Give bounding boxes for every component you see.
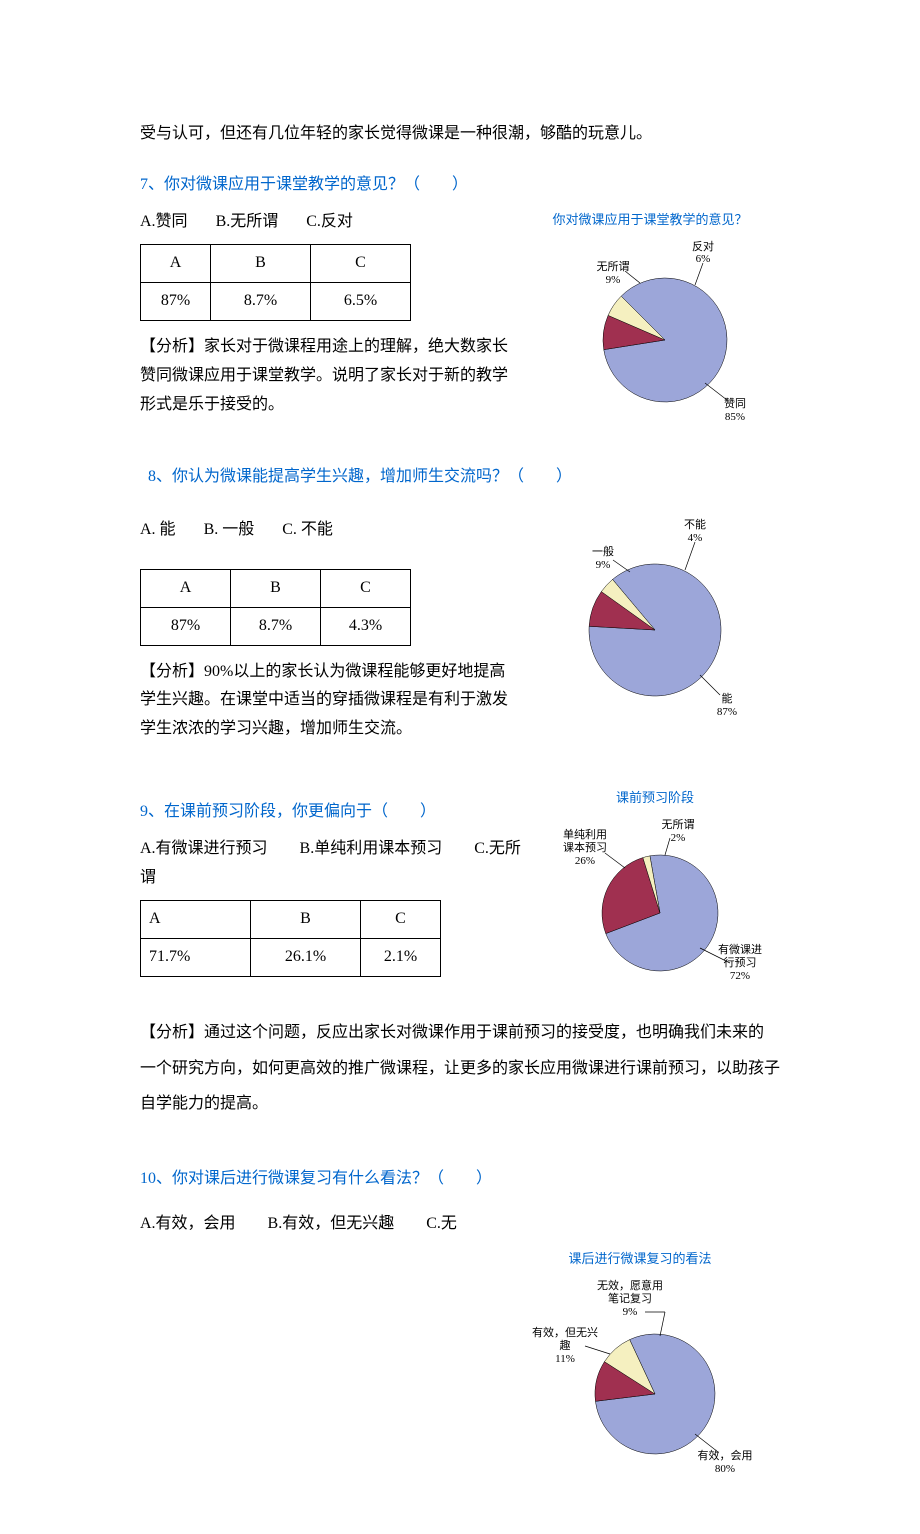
q7-opt-a: A.赞同 (140, 213, 188, 230)
q10-pie-chart: 有效，会用80% 有效，但无兴趣11% 无效，愿意用笔记复习9% (500, 1274, 780, 1474)
svg-text:无所谓: 无所谓 (662, 818, 695, 831)
svg-text:课本预习: 课本预习 (563, 840, 607, 854)
svg-text:26%: 26% (575, 855, 595, 867)
svg-text:80%: 80% (715, 1463, 735, 1474)
q10-chart: 课后进行微课复习的看法 有效，会用80% 有效，但无兴趣11% 无效，愿意用笔记复习… (500, 1247, 780, 1474)
svg-text:有效，但无兴: 有效，但无兴 (532, 1325, 598, 1339)
svg-text:趣: 趣 (560, 1338, 571, 1352)
q7-left: A.赞同 B.无所谓 C.反对 A B C 87% 8.7% 6.5% 【分析】… (140, 208, 520, 432)
svg-text:6%: 6% (696, 253, 711, 265)
svg-text:无所谓: 无所谓 (597, 260, 630, 273)
q8-left: A. 能 B. 一般 C. 不能 A B C 87% 8.7% 4.3% 【分析… (140, 500, 520, 756)
q8-opt-a: A. 能 (140, 521, 176, 538)
question-7: 7、你对微课应用于课堂教学的意见？（ ） A.赞同 B.无所谓 C.反对 A B… (140, 159, 780, 432)
q9-analysis: 【分析】通过这个问题，反应出家长对微课作用于课前预习的接受度，也明确我们未来的一… (140, 1015, 780, 1121)
q7-th-a: A (141, 245, 211, 283)
analysis-label: 【分析】 (140, 663, 204, 680)
svg-text:反对: 反对 (692, 239, 714, 253)
svg-text:9%: 9% (623, 1306, 638, 1318)
q8-opt-c: C. 不能 (282, 521, 333, 538)
table-row: A B C (141, 569, 411, 607)
q8-opt-b: B. 一般 (204, 521, 255, 538)
q7-pie-chart: 反对6% 无所谓9% 赞同85% (535, 235, 765, 425)
svg-text:不能: 不能 (684, 517, 706, 531)
q8-analysis: 【分析】90%以上的家长认为微课程能够更好地提高学生兴趣。在课堂中适当的穿插微课… (140, 658, 520, 744)
q7-val-b: 8.7% (211, 283, 311, 321)
q9-th-b: B (251, 901, 361, 939)
q8-val-a: 87% (141, 607, 231, 645)
q9-options: A.有微课进行预习 B.单纯利用课本预习 C.无所谓 (140, 835, 530, 893)
svg-text:9%: 9% (596, 559, 611, 571)
q7-table: A B C 87% 8.7% 6.5% (140, 244, 411, 321)
svg-text:单纯利用: 单纯利用 (563, 828, 607, 841)
q10-heading: 10、你对课后进行微课复习有什么看法？（ ） (140, 1165, 540, 1194)
q7-options: A.赞同 B.无所谓 C.反对 (140, 208, 520, 237)
q7-opt-b: B.无所谓 (216, 213, 279, 230)
analysis-label: 【分析】 (140, 1024, 204, 1041)
q8-th-a: A (141, 569, 231, 607)
q8-pie-chart: 不能4% 一般9% 能87% (545, 500, 755, 730)
svg-text:85%: 85% (725, 411, 745, 423)
q9-pie-chart: 有微课进行预习72% 单纯利用课本预习26% 无所谓2% (530, 813, 780, 1003)
svg-text:笔记复习: 笔记复习 (608, 1291, 652, 1305)
question-10: 10、你对课后进行微课复习有什么看法？（ ） A.有效，会用 B.有效，但无兴趣… (140, 1153, 780, 1474)
table-row: A B C (141, 245, 411, 283)
svg-text:无效，愿意用: 无效，愿意用 (597, 1278, 663, 1292)
q8-th-c: C (321, 569, 411, 607)
q8-chart: 不能4% 一般9% 能87% (520, 500, 780, 730)
svg-text:有微课进: 有微课进 (718, 942, 762, 956)
q7-chart-title: 你对微课应用于课堂教学的意见？ (520, 208, 780, 231)
q9-heading: 9、在课前预习阶段，你更偏向于（ ） (140, 798, 530, 827)
q8-val-b: 8.7% (231, 607, 321, 645)
q8-options: A. 能 B. 一般 C. 不能 (140, 516, 520, 545)
table-row: 71.7% 26.1% 2.1% (141, 939, 441, 977)
q10-chart-title: 课后进行微课复习的看法 (500, 1247, 780, 1270)
svg-text:赞同: 赞同 (724, 397, 746, 410)
q7-analysis: 【分析】家长对于微课程用途上的理解，绝大数家长赞同微课应用于课堂教学。说明了家长… (140, 333, 520, 419)
question-9: 9、在课前预习阶段，你更偏向于（ ） A.有微课进行预习 B.单纯利用课本预习 … (140, 786, 780, 1133)
q9-th-c: C (361, 901, 441, 939)
svg-text:有效，会用: 有效，会用 (698, 1448, 753, 1462)
q9-val-c: 2.1% (361, 939, 441, 977)
table-row: A B C (141, 901, 441, 939)
q9-val-a: 71.7% (141, 939, 251, 977)
svg-text:2%: 2% (671, 832, 686, 844)
svg-text:行预习: 行预习 (724, 956, 757, 969)
q10-left: 10、你对课后进行微课复习有什么看法？（ ） A.有效，会用 B.有效，但无兴趣… (140, 1153, 540, 1247)
q9-th-a: A (141, 901, 251, 939)
q7-opt-c: C.反对 (306, 213, 353, 230)
svg-text:一般: 一般 (592, 545, 614, 558)
svg-text:72%: 72% (730, 970, 750, 982)
q9-left: 9、在课前预习阶段，你更偏向于（ ） A.有微课进行预习 B.单纯利用课本预习 … (140, 786, 530, 985)
q7-val-c: 6.5% (311, 283, 411, 321)
q9-chart-title: 课前预习阶段 (530, 786, 780, 809)
q8-heading: 8、你认为微课能提高学生兴趣，增加师生交流吗？（ ） (148, 463, 780, 492)
q7-heading: 7、你对微课应用于课堂教学的意见？（ ） (140, 171, 780, 200)
q9-val-b: 26.1% (251, 939, 361, 977)
q8-table: A B C 87% 8.7% 4.3% (140, 569, 411, 646)
table-row: 87% 8.7% 4.3% (141, 607, 411, 645)
svg-text:能: 能 (722, 691, 733, 705)
q8-val-c: 4.3% (321, 607, 411, 645)
q7-val-a: 87% (141, 283, 211, 321)
svg-text:4%: 4% (688, 532, 703, 544)
question-8: 8、你认为微课能提高学生兴趣，增加师生交流吗？（ ） A. 能 B. 一般 C.… (140, 451, 780, 756)
q9-analysis-text: 通过这个问题，反应出家长对微课作用于课前预习的接受度，也明确我们未来的一个研究方… (140, 1024, 780, 1111)
q7-th-c: C (311, 245, 411, 283)
svg-text:11%: 11% (555, 1353, 575, 1365)
svg-text:9%: 9% (606, 274, 621, 286)
q8-th-b: B (231, 569, 321, 607)
q7-chart: 你对微课应用于课堂教学的意见？ 反对6% 无所谓9% 赞同85% (520, 208, 780, 425)
q9-table: A B C 71.7% 26.1% 2.1% (140, 900, 441, 977)
q7-th-b: B (211, 245, 311, 283)
intro-text: 受与认可，但还有几位年轻的家长觉得微课是一种很潮，够酷的玩意儿。 (140, 120, 780, 149)
table-row: 87% 8.7% 6.5% (141, 283, 411, 321)
svg-text:87%: 87% (717, 706, 737, 718)
analysis-label: 【分析】 (140, 338, 204, 355)
q9-chart: 课前预习阶段 有微课进行预习72% 单纯利用课本预习26% 无所谓2% (530, 786, 780, 1003)
q10-options: A.有效，会用 B.有效，但无兴趣 C.无 (140, 1210, 540, 1239)
